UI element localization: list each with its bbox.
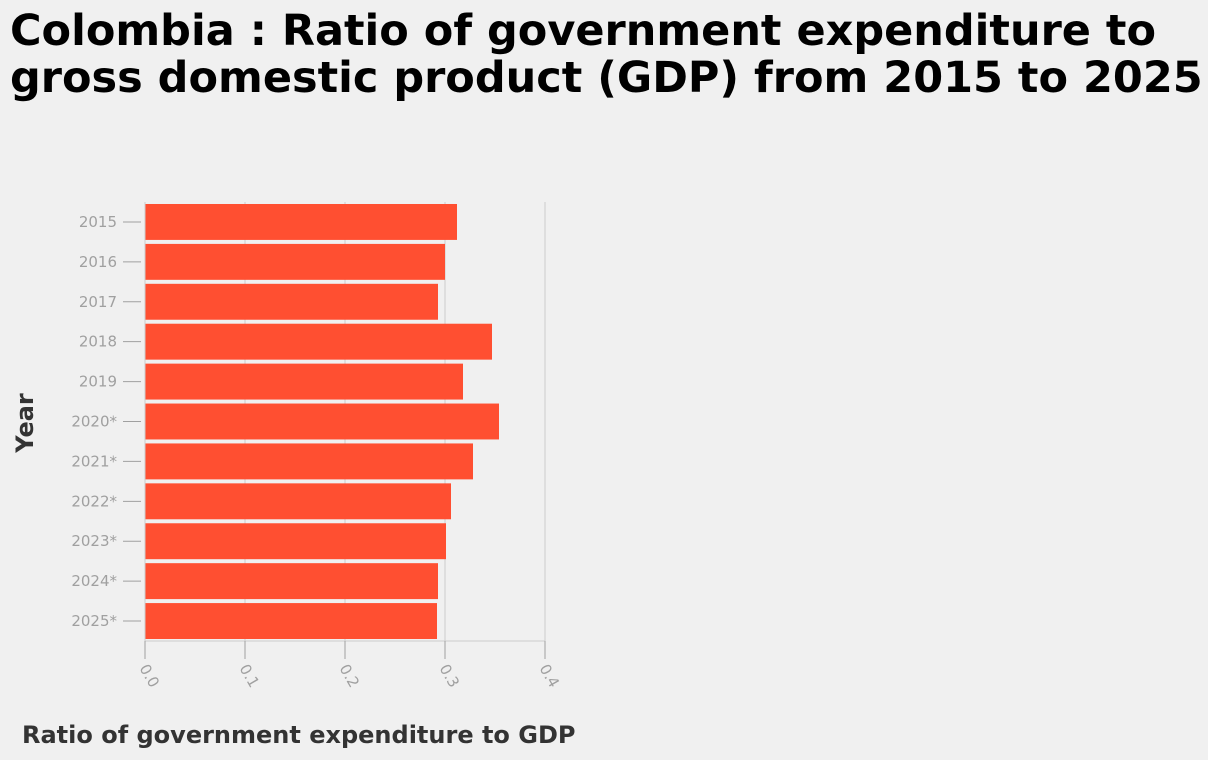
y-tick-label: 2021* — [71, 452, 117, 470]
x-axis: 0.0 0.1 0.2 0.3 0.4 — [136, 640, 564, 691]
y-tick-label: 2019 — [79, 373, 117, 391]
bar-2021-projected — [145, 443, 473, 480]
y-tick-label: 2015 — [79, 213, 117, 231]
y-tick-label: 2020* — [71, 413, 117, 431]
bars — [145, 203, 499, 640]
y-axis: 2015 2016 2017 2018 2019 2020* 2021* 2022* 2023*… — [71, 202, 146, 641]
y-tick-label: 2025* — [71, 612, 117, 630]
y-tick-label: 2023* — [71, 532, 117, 550]
x-tick-label: 0.3 — [436, 661, 464, 691]
bar-2017 — [145, 283, 438, 320]
y-tick-label: 2017 — [79, 293, 117, 311]
bar-2023-projected — [145, 523, 446, 560]
bar-2018 — [145, 323, 492, 360]
chart-title: Colombia : Ratio of government expenditu… — [10, 6, 1203, 103]
y-axis-title: Year — [11, 393, 39, 454]
x-axis-title: Ratio of government expenditure to GDP — [22, 721, 575, 749]
bar-2019 — [145, 363, 463, 400]
bar-2025-projected — [145, 603, 437, 640]
bar-2020-projected — [145, 403, 499, 440]
y-tick-label: 2016 — [79, 253, 117, 271]
y-tick-label: 2022* — [71, 492, 117, 510]
x-tick-label: 0.0 — [136, 661, 164, 691]
y-tick-label: 2024* — [71, 572, 117, 590]
bar-2024-projected — [145, 563, 438, 600]
bar-2016 — [145, 243, 445, 280]
bar-2015 — [145, 203, 457, 240]
y-tick-label: 2018 — [79, 333, 117, 351]
bar-2022-projected — [145, 483, 451, 520]
x-tick-label: 0.4 — [536, 661, 564, 691]
x-tick-label: 0.2 — [336, 661, 364, 691]
x-tick-label: 0.1 — [236, 661, 264, 691]
